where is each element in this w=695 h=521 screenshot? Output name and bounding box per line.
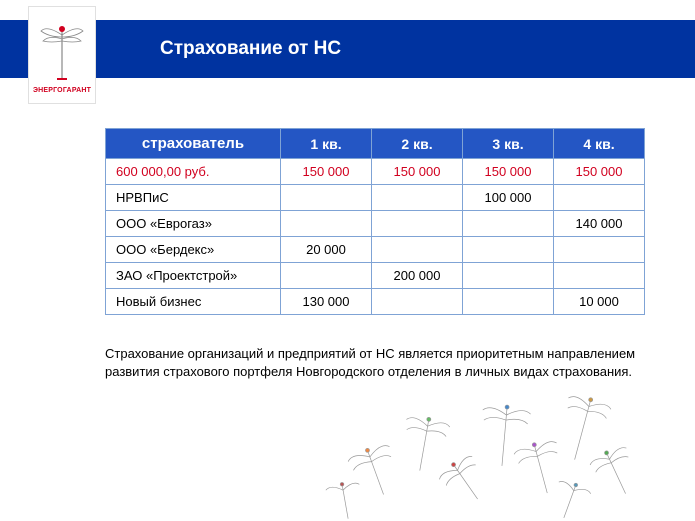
cell-label: НРВПиС: [106, 185, 281, 211]
cell-q2: 200 000: [372, 263, 463, 289]
col-header-insurer: страхователь: [106, 129, 281, 159]
cell-q4: 150 000: [554, 159, 645, 185]
cell-q4: [554, 263, 645, 289]
cell-label: ЗАО «Проектстрой»: [106, 263, 281, 289]
cell-q2: [372, 185, 463, 211]
cell-q2: 150 000: [372, 159, 463, 185]
table-row: ООО «Еврогаз» 140 000: [106, 211, 645, 237]
table-row: ЗАО «Проектстрой» 200 000: [106, 263, 645, 289]
cell-q1: 150 000: [281, 159, 372, 185]
col-header-q4: 4 кв.: [554, 129, 645, 159]
content-area: страхователь 1 кв. 2 кв. 3 кв. 4 кв. 600…: [105, 128, 645, 381]
cell-label: ООО «Бердекс»: [106, 237, 281, 263]
cell-q3: [463, 211, 554, 237]
table-row: 600 000,00 руб.150 000150 000150 000150 …: [106, 159, 645, 185]
cell-q3: 100 000: [463, 185, 554, 211]
logo-caption: ЭНЕРГОГАРАНТ: [33, 87, 91, 94]
header-band: Страхование от НС: [0, 20, 695, 78]
col-header-q2: 2 кв.: [372, 129, 463, 159]
table-row: ООО «Бердекс»20 000: [106, 237, 645, 263]
page-title: Страхование от НС: [160, 38, 341, 60]
cell-q1: 20 000: [281, 237, 372, 263]
cell-q1: [281, 211, 372, 237]
cell-q3: [463, 289, 554, 315]
cell-q4: [554, 185, 645, 211]
dragonfly-icon: [37, 17, 87, 85]
cell-q4: 10 000: [554, 289, 645, 315]
cell-q2: [372, 289, 463, 315]
table-body: 600 000,00 руб.150 000150 000150 000150 …: [106, 159, 645, 315]
cell-q1: [281, 185, 372, 211]
table-header-row: страхователь 1 кв. 2 кв. 3 кв. 4 кв.: [106, 129, 645, 159]
logo-box: ЭНЕРГОГАРАНТ: [28, 6, 96, 104]
description-paragraph: Страхование организаций и предприятий от…: [105, 345, 645, 381]
cell-q3: [463, 263, 554, 289]
table-row: Новый бизнес130 000 10 000: [106, 289, 645, 315]
cell-label: 600 000,00 руб.: [106, 159, 281, 185]
cell-q4: [554, 237, 645, 263]
cell-q4: 140 000: [554, 211, 645, 237]
col-header-q3: 3 кв.: [463, 129, 554, 159]
table-row: НРВПиС 100 000: [106, 185, 645, 211]
cell-q3: [463, 237, 554, 263]
col-header-q1: 1 кв.: [281, 129, 372, 159]
cell-q1: [281, 263, 372, 289]
cell-label: Новый бизнес: [106, 289, 281, 315]
cell-label: ООО «Еврогаз»: [106, 211, 281, 237]
quarters-table: страхователь 1 кв. 2 кв. 3 кв. 4 кв. 600…: [105, 128, 645, 315]
cell-q3: 150 000: [463, 159, 554, 185]
cell-q1: 130 000: [281, 289, 372, 315]
cell-q2: [372, 237, 463, 263]
cell-q2: [372, 211, 463, 237]
decorative-dragonflies-icon: [295, 371, 655, 521]
